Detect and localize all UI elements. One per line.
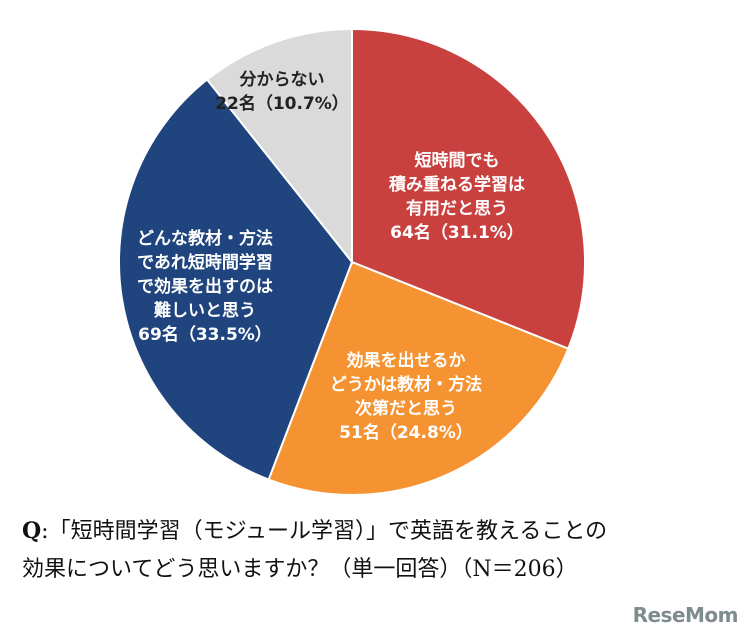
pie-slice-label-2: 効果を出せるかどうかは教材・方法次第だと思う 51名（24.8%） [330, 350, 482, 443]
pie-slice-label-4: 分からない 22名（10.7%） [215, 70, 349, 114]
pie-slice-4 [205, 27, 353, 265]
pie-slice-label-1: 短時間でも積み重ねる学習は有用だと思う 64名（31.1%） [389, 150, 525, 243]
pie-slice-2 [267, 260, 570, 496]
pie-slice-label-line: 難しいと思う [154, 300, 256, 321]
pie-slice-label-line: 51名（24.8%） [339, 422, 473, 443]
pie-slice-label-line: 次第だと思う [355, 398, 457, 419]
pie-slice-label-line: で効果を出すのは [137, 276, 273, 297]
pie-slice-label-line: 分からない [240, 70, 325, 90]
question-text: Q:「短時間学習（モジュール学習）」で英語を教えることの 効果についてどう思いま… [22, 512, 742, 589]
pie-slice-label-line: 69名（33.5%） [138, 324, 272, 345]
pie-slice-label-line: であれ短時間学習 [137, 252, 273, 273]
question-prefix: Q [22, 518, 42, 544]
question-line-1-text: :「短時間学習（モジュール学習）」で英語を教えることの [41, 519, 608, 544]
pie-slice-label-line: 64名（31.1%） [390, 222, 524, 243]
question-line-1: Q:「短時間学習（モジュール学習）」で英語を教えることの [22, 512, 742, 551]
pie-slice-label-line: 短時間でも [415, 150, 500, 171]
pie-slice-label-3: どんな教材・方法であれ短時間学習で効果を出すのは難しいと思う 69名（33.5%） [137, 228, 273, 345]
pie-slice-label-line: 22名（10.7%） [215, 93, 349, 114]
pie-labels: 短時間でも積み重ねる学習は有用だと思う 64名（31.1%） 効果を出せるかどうかは… [137, 70, 525, 443]
pie-slice-label-line: 積み重ねる学習は [389, 174, 525, 195]
pie-slice-label-line: 有用だと思う [406, 198, 508, 219]
pie-slice-label-line: どんな教材・方法 [137, 228, 273, 249]
question-line-2: 効果についてどう思いますか？（単一回答）（N＝206） [22, 557, 578, 582]
pie-slice-label-line: 効果を出せるか [347, 350, 466, 371]
pie-slice-label-line: どうかは教材・方法 [330, 374, 482, 395]
pie-slices [118, 27, 587, 496]
pie-slice-3 [118, 78, 354, 481]
pie-slice-1 [351, 27, 587, 351]
resemom-logo: ReseMom [632, 603, 739, 627]
